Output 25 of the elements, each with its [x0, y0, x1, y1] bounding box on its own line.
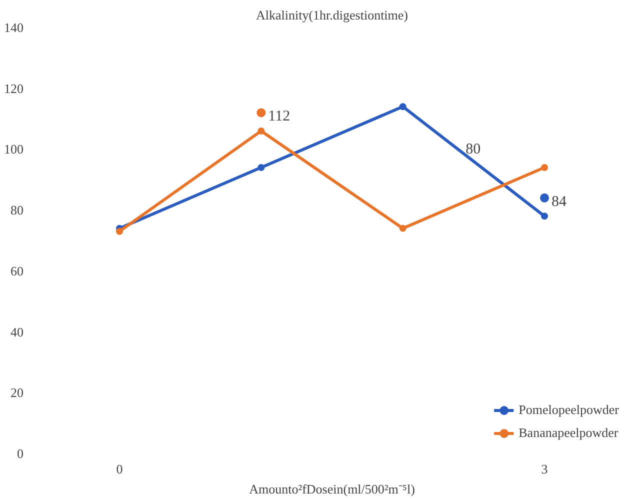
data-label: 112	[268, 108, 290, 125]
y-tick-label: 100	[4, 142, 24, 157]
chart-title: Alkalinity(1hr.digestiontime)	[256, 8, 408, 22]
legend-label: Pomelopeelpowder	[518, 402, 619, 418]
y-tick-label: 40	[10, 324, 24, 340]
data-label: 84	[552, 194, 567, 210]
point	[541, 212, 548, 220]
point	[258, 127, 265, 134]
point	[256, 108, 266, 118]
x-tick-label: 3	[541, 462, 548, 476]
point	[258, 164, 265, 171]
y-tick-label: 0	[17, 446, 24, 461]
y-tick-label: 20	[10, 385, 24, 400]
y-tick-label: 140	[4, 20, 24, 35]
y-tick-label: 60	[10, 263, 24, 278]
point	[540, 193, 549, 202]
y-tick-label: 80	[10, 202, 24, 218]
legend-label: Bananapeelpowder	[518, 425, 618, 441]
annotation: 80	[466, 142, 481, 158]
point	[116, 228, 123, 235]
point	[399, 224, 406, 232]
point	[541, 164, 548, 171]
point	[399, 103, 406, 110]
x-axis-title: Amounto²fDosein(ml/500²m⁻⁵l)	[249, 482, 415, 496]
y-tick-label: 120	[4, 80, 24, 96]
